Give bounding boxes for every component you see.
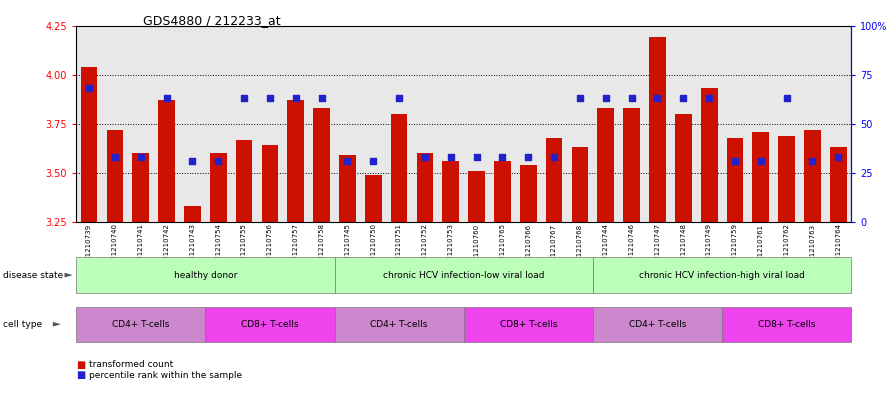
Bar [262, 145, 279, 222]
Bar [598, 108, 614, 222]
Text: ■: ■ [76, 370, 85, 380]
Point [728, 158, 742, 164]
Point [806, 158, 820, 164]
Point [780, 95, 794, 101]
Point [470, 154, 484, 160]
Point [495, 154, 510, 160]
Point [134, 154, 148, 160]
Bar [184, 206, 201, 222]
Bar [520, 165, 537, 222]
Point [82, 85, 96, 92]
Bar [365, 175, 382, 222]
Bar [391, 114, 408, 222]
Bar [675, 114, 692, 222]
Text: CD4+ T-cells: CD4+ T-cells [370, 320, 427, 329]
Bar [469, 171, 485, 222]
Bar [443, 161, 459, 222]
Bar [417, 153, 434, 222]
Text: chronic HCV infection-low viral load: chronic HCV infection-low viral load [383, 271, 545, 279]
Point [444, 154, 458, 160]
Text: CD8+ T-cells: CD8+ T-cells [241, 320, 298, 329]
Point [392, 95, 406, 101]
Point [237, 95, 251, 101]
Point [599, 95, 613, 101]
Bar [159, 100, 175, 222]
Text: CD4+ T-cells: CD4+ T-cells [112, 320, 169, 329]
Point [366, 158, 381, 164]
Bar [649, 37, 666, 222]
Point [340, 158, 355, 164]
Bar [753, 132, 769, 222]
Bar [701, 88, 718, 222]
Text: ■: ■ [76, 360, 85, 370]
Bar [314, 108, 330, 222]
Bar [572, 147, 589, 222]
Point [676, 95, 691, 101]
Text: transformed count: transformed count [89, 360, 173, 369]
Text: healthy donor: healthy donor [174, 271, 237, 279]
Point [289, 95, 303, 101]
Text: GDS4880 / 212233_at: GDS4880 / 212233_at [143, 14, 281, 27]
Bar [830, 147, 847, 222]
Point [211, 158, 226, 164]
Bar [804, 130, 821, 222]
Point [314, 95, 329, 101]
Point [650, 95, 665, 101]
Point [625, 95, 639, 101]
Point [573, 95, 587, 101]
Bar [494, 161, 511, 222]
Text: CD8+ T-cells: CD8+ T-cells [758, 320, 815, 329]
Bar [546, 138, 563, 222]
Text: CD8+ T-cells: CD8+ T-cells [499, 320, 557, 329]
Point [521, 154, 536, 160]
Point [159, 95, 174, 101]
Bar [107, 130, 124, 222]
Point [263, 95, 277, 101]
Point [185, 158, 200, 164]
Text: chronic HCV infection-high viral load: chronic HCV infection-high viral load [639, 271, 805, 279]
Bar [81, 67, 98, 222]
Point [108, 154, 122, 160]
Bar [727, 138, 744, 222]
Point [754, 158, 768, 164]
Point [831, 154, 846, 160]
Text: CD4+ T-cells: CD4+ T-cells [629, 320, 686, 329]
Text: cell type: cell type [3, 320, 42, 329]
Text: disease state: disease state [3, 271, 63, 279]
Bar [236, 140, 253, 222]
Bar [339, 155, 356, 222]
Text: percentile rank within the sample: percentile rank within the sample [89, 371, 242, 380]
Bar [210, 153, 227, 222]
Bar [288, 100, 304, 222]
Bar [779, 136, 795, 222]
Point [702, 95, 716, 101]
Point [418, 154, 432, 160]
Point [547, 154, 561, 160]
Bar [133, 153, 149, 222]
Bar [624, 108, 640, 222]
